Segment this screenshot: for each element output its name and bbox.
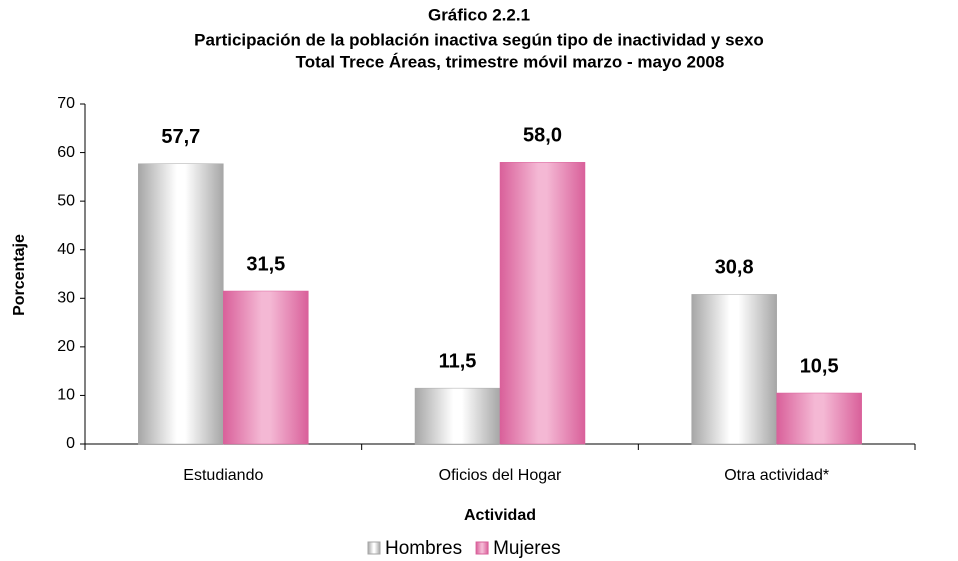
chart-subtitle: Total Trece Áreas, trimestre móvil marzo… <box>296 52 725 71</box>
y-tick-label: 50 <box>57 192 75 209</box>
chart-title: Gráfico 2.2.1 <box>428 5 530 24</box>
legend-label: Mujeres <box>493 538 561 559</box>
x-tick-label: Oficios del Hogar <box>439 467 562 484</box>
y-tick-label: 60 <box>57 144 75 161</box>
y-tick-label: 70 <box>57 95 75 112</box>
legend-label: Hombres <box>385 538 462 559</box>
bar <box>499 162 586 445</box>
bar <box>223 290 309 445</box>
legend-swatch <box>475 541 489 555</box>
value-label: 58,0 <box>523 125 562 147</box>
y-tick-label: 20 <box>57 338 75 355</box>
value-label: 31,5 <box>246 253 285 275</box>
y-tick-label: 0 <box>66 435 75 452</box>
y-tick-label: 10 <box>57 387 75 404</box>
bar <box>138 163 224 445</box>
y-tick-label: 30 <box>57 290 75 307</box>
bar <box>691 294 777 445</box>
value-label: 30,8 <box>715 257 754 279</box>
chart-subtitle: Participación de la población inactiva s… <box>194 30 764 49</box>
x-tick-label: Otra actividad* <box>724 467 829 484</box>
value-label: 57,7 <box>161 126 200 148</box>
y-axis-label: Porcentaje <box>11 234 28 316</box>
legend-swatch <box>367 541 381 555</box>
bar <box>776 392 862 445</box>
y-tick-label: 40 <box>57 241 75 258</box>
value-label: 10,5 <box>800 355 839 377</box>
x-axis-label: Actividad <box>464 507 536 524</box>
value-label: 11,5 <box>439 350 477 372</box>
x-tick-label: Estudiando <box>183 467 263 484</box>
bar <box>414 387 501 445</box>
